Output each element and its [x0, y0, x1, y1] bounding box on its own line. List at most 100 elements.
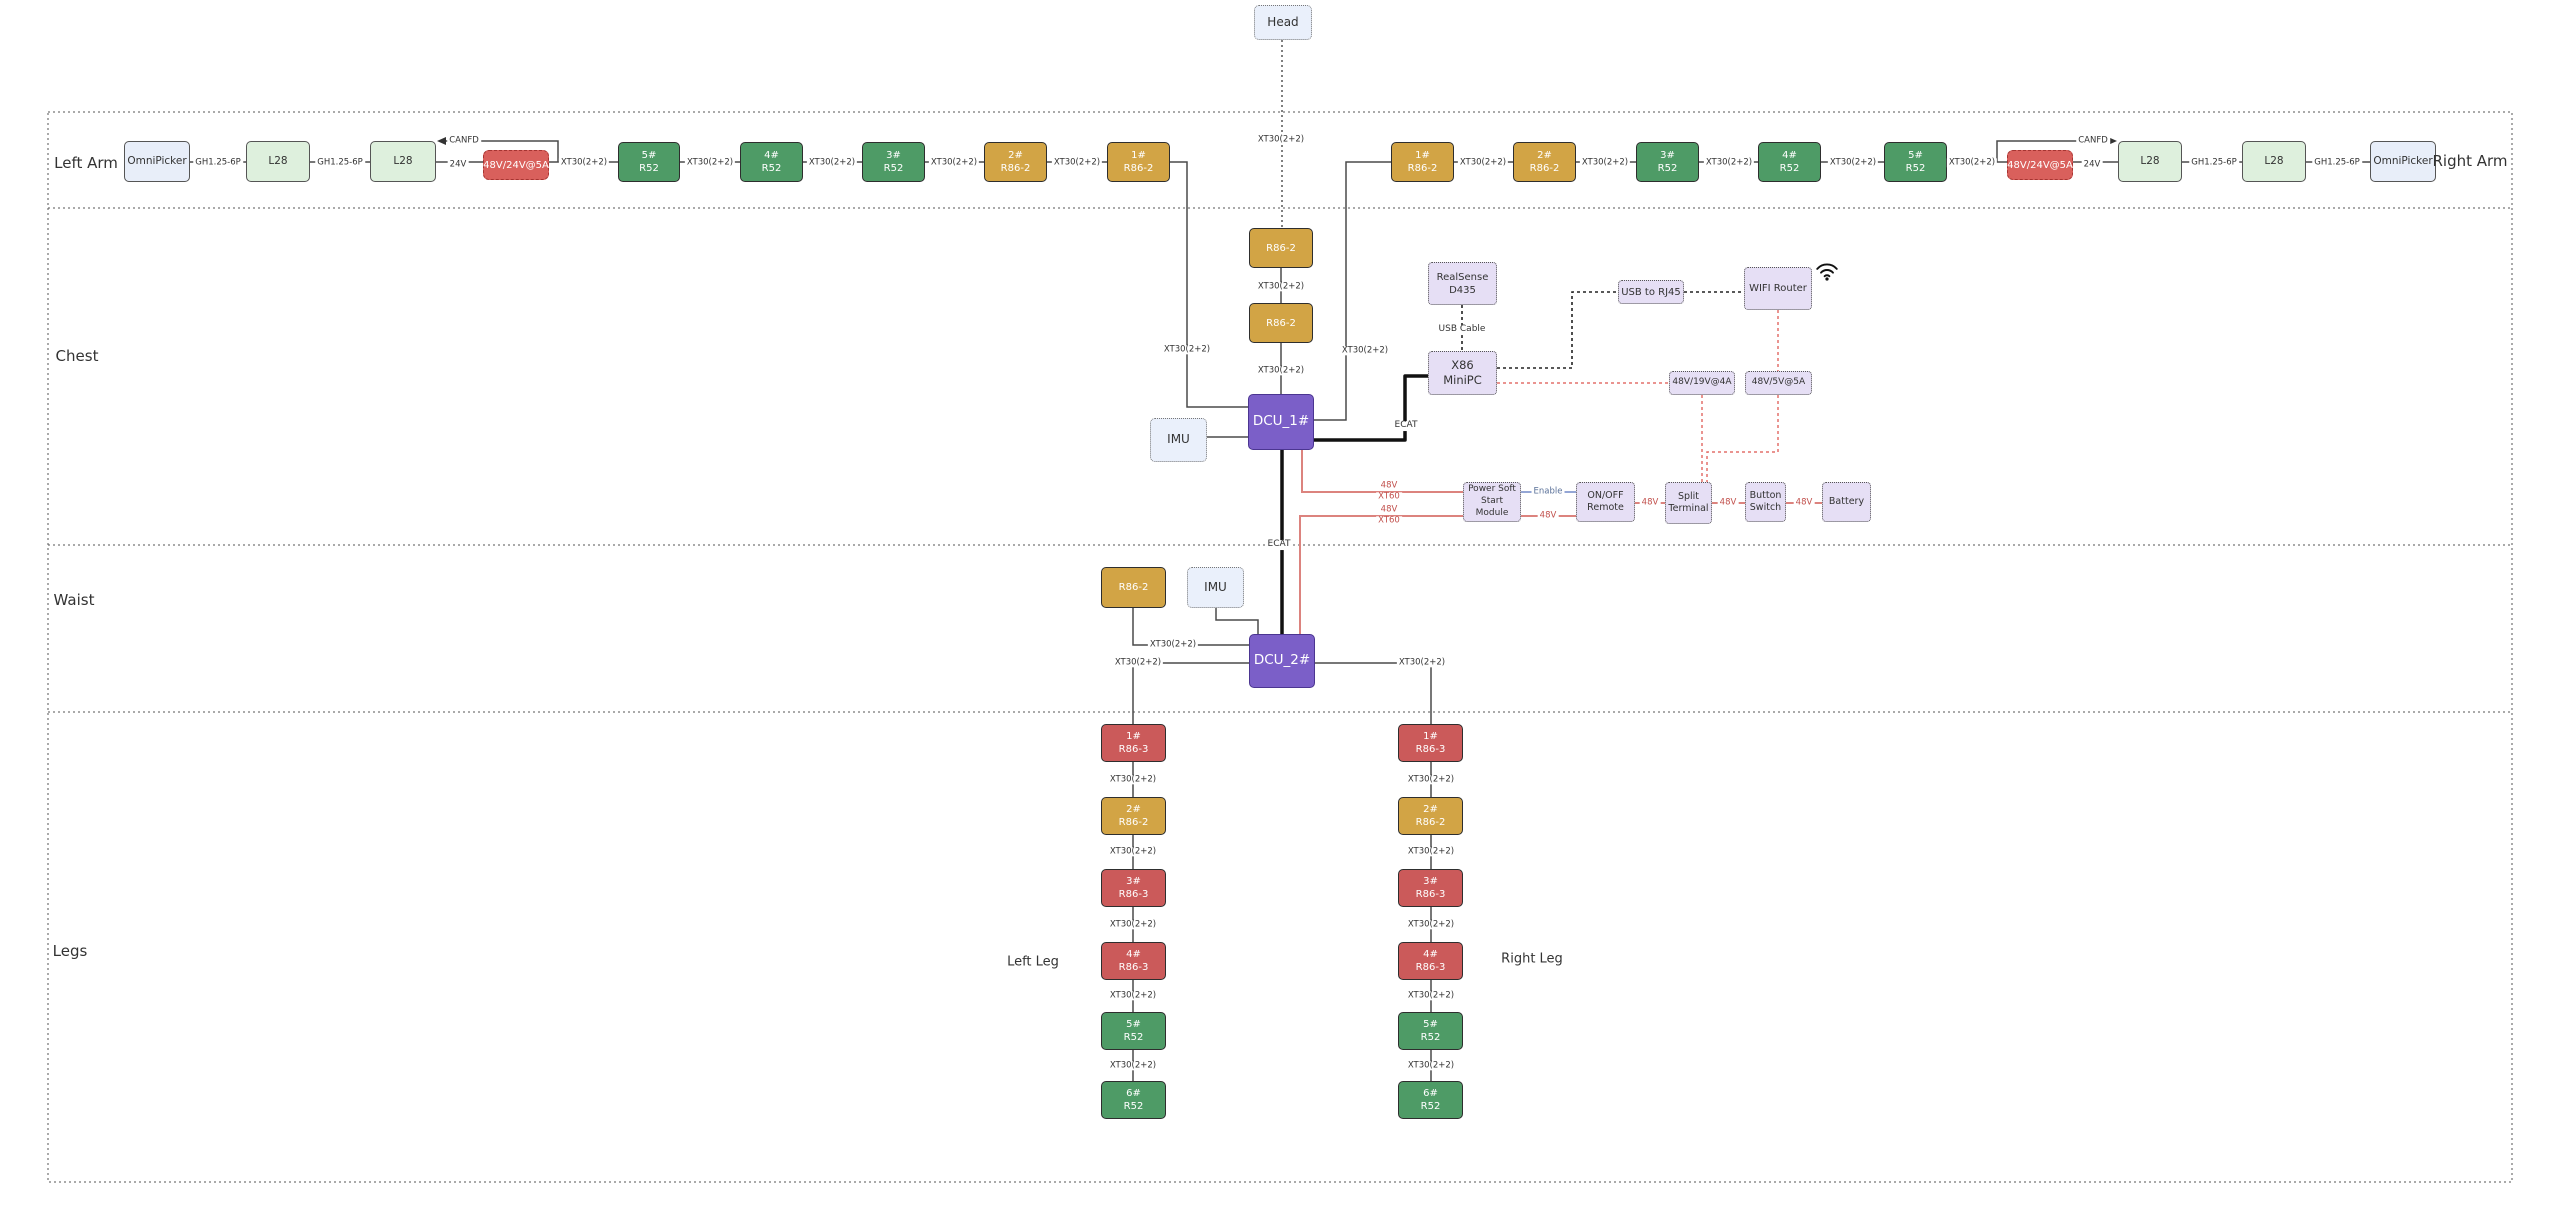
canfd-arrowheads: [437, 137, 2117, 145]
chest-actuator-2: R86-2: [1249, 303, 1313, 343]
rl-actuator-5: 5# R52: [1398, 1012, 1463, 1050]
split-terminal: Split Terminal: [1665, 482, 1712, 524]
network-lines: [1461, 291, 1744, 369]
la-actuator-3: 3# R52: [862, 142, 925, 182]
connector-label-xt30: XT30(2+2): [1946, 157, 1998, 168]
ll-actuator-3: 3# R86-3: [1101, 869, 1166, 907]
connector-label-xt30: XT30(2+2): [1703, 157, 1755, 168]
connector-label-canfd: CANFD: [447, 135, 481, 146]
connector-label-xt30: XT30(2+2): [1579, 157, 1631, 168]
ra-actuator-3: 3# R52: [1636, 142, 1699, 182]
label-right-leg: Right Leg: [1501, 951, 1563, 967]
connector-label-xt30: XT30(2+2): [928, 157, 980, 168]
connector-label-usb-cable: USB Cable: [1436, 324, 1488, 335]
ll-actuator-1: 1# R86-3: [1101, 724, 1166, 762]
dcu-1: DCU_1#: [1248, 394, 1314, 450]
ll-actuator-2: 2# R86-2: [1101, 797, 1166, 835]
onoff-remote: ON/OFF Remote: [1576, 482, 1635, 522]
connector-label-xt30: XT30(2+2): [1457, 157, 1509, 168]
ra-actuator-4: 4# R52: [1758, 142, 1821, 182]
ra-actuator-1: 1# R86-2: [1391, 142, 1454, 182]
usb-to-rj45: USB to RJ45: [1618, 280, 1684, 304]
connector-label-xt30: XT30(2+2): [1107, 990, 1159, 1001]
connector-label-xt30: XT30(2+2): [558, 157, 610, 168]
section-label-legs: Legs: [52, 942, 88, 960]
section-label-chest: Chest: [55, 347, 99, 365]
connector-label-24v: 24V: [2081, 159, 2103, 170]
connector-label-xt30: XT30(2+2): [1107, 1060, 1159, 1071]
connector-label-ecat: ECAT: [1392, 420, 1420, 431]
ra-l28-wrist: L28: [2242, 141, 2306, 182]
converter-48v-19v: 48V/19V@4A: [1669, 371, 1735, 395]
power-soft-start-module: Power Soft Start Module: [1463, 482, 1521, 522]
connector-label-xt30: XT30(2+2): [1255, 365, 1307, 376]
la-power-converter: 48V/24V@5A: [483, 150, 549, 180]
connector-label-gh: GH1.25-6P: [2312, 157, 2362, 168]
head-box: Head: [1254, 5, 1312, 40]
ra-actuator-2: 2# R86-2: [1513, 142, 1576, 182]
label-left-leg: Left Leg: [1007, 954, 1059, 970]
connector-label-xt30: XT30(2+2): [1161, 344, 1213, 355]
connector-label-gh: GH1.25-6P: [2189, 157, 2239, 168]
ll-actuator-6: 6# R52: [1101, 1081, 1166, 1119]
connector-label-xt30: XT30(2+2): [1405, 990, 1457, 1001]
wifi-icon: [1816, 263, 1838, 281]
rl-actuator-1: 1# R86-3: [1398, 724, 1463, 762]
rl-actuator-2: 2# R86-2: [1398, 797, 1463, 835]
battery: Battery: [1822, 482, 1871, 522]
ll-actuator-4: 4# R86-3: [1101, 942, 1166, 980]
connector-label-xt30: XT30(2+2): [806, 157, 858, 168]
connector-label-gh: GH1.25-6P: [193, 157, 243, 168]
la-l28-wrist: L28: [246, 141, 310, 182]
ra-l28-forearm: L28: [2118, 141, 2182, 182]
power-lines-dashed: [1497, 310, 1779, 482]
connector-label-xt30: XT30(2+2): [1255, 281, 1307, 292]
connector-label-xt30: XT30(2+2): [1405, 774, 1457, 785]
connector-label-xt30: XT30(2+2): [1051, 157, 1103, 168]
connector-label-48v: 48V: [1717, 497, 1739, 508]
connector-label-canfd: CANFD: [2076, 135, 2110, 146]
ra-actuator-5: 5# R52: [1884, 142, 1947, 182]
connector-label-gh: GH1.25-6P: [315, 157, 365, 168]
connector-label-xt60: XT60: [1376, 491, 1402, 502]
connector-label-xt60: XT60: [1376, 515, 1402, 526]
dcu-2: DCU_2#: [1249, 634, 1315, 688]
chest-actuator-1: R86-2: [1249, 228, 1313, 268]
connector-label-ecat: ECAT: [1265, 539, 1293, 550]
la-l28-forearm: L28: [370, 141, 436, 182]
section-label-left-arm: Left Arm: [54, 154, 118, 172]
x86-minipc: X86 MiniPC: [1428, 351, 1497, 395]
la-actuator-5: 5# R52: [618, 142, 680, 182]
la-omnipicker: OmniPicker: [124, 141, 190, 182]
connector-label-xt30: XT30(2+2): [1339, 345, 1391, 356]
connector-label-xt30: XT30(2+2): [1107, 846, 1159, 857]
connector-label-enable: Enable: [1531, 486, 1565, 497]
imu-chest: IMU: [1150, 418, 1207, 462]
imu-waist: IMU: [1187, 567, 1244, 608]
connector-label-48v: 48V: [1378, 504, 1400, 515]
wifi-router: WIFI Router: [1744, 267, 1812, 310]
connector-label-xt30: XT30(2+2): [1827, 157, 1879, 168]
realsense-d435: RealSense D435: [1428, 262, 1497, 305]
la-actuator-1: 1# R86-2: [1107, 142, 1170, 182]
connector-label-24v: 24V: [447, 159, 469, 170]
la-actuator-4: 4# R52: [740, 142, 803, 182]
connector-label-xt30: XT30(2+2): [1396, 657, 1448, 668]
rl-actuator-3: 3# R86-3: [1398, 869, 1463, 907]
connector-label-xt30: XT30(2+2): [1405, 846, 1457, 857]
connector-label-xt30: XT30(2+2): [1405, 1060, 1457, 1071]
button-switch: Button Switch: [1745, 482, 1786, 522]
connector-label-xt30: XT30(2+2): [684, 157, 736, 168]
waist-actuator: R86-2: [1101, 567, 1166, 608]
converter-48v-5v: 48V/5V@5A: [1745, 371, 1812, 395]
connector-label-48v: 48V: [1378, 480, 1400, 491]
connector-label-xt30: XT30(2+2): [1405, 919, 1457, 930]
connector-label-xt30: XT30(2+2): [1112, 657, 1164, 668]
connector-label-xt30: XT30(2+2): [1255, 134, 1307, 145]
la-actuator-2: 2# R86-2: [984, 142, 1047, 182]
connector-label-xt30: XT30(2+2): [1107, 919, 1159, 930]
connector-label-xt30: XT30(2+2): [1147, 639, 1199, 650]
ra-power-converter: 48V/24V@5A: [2007, 150, 2073, 180]
section-label-right-arm: Right Arm: [2432, 152, 2508, 170]
